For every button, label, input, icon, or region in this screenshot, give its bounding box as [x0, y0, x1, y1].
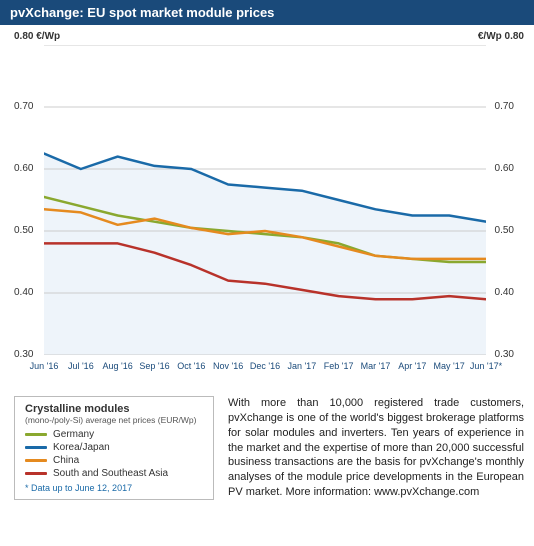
x-tick-label: Feb '17	[324, 361, 354, 371]
chart-container: pvXchange: EU spot market module prices …	[0, 0, 534, 546]
y-tick-left: 0.50	[14, 225, 33, 236]
y-tick-left: 0.60	[14, 163, 33, 174]
legend-label: Germany	[53, 429, 94, 440]
plot-region	[44, 45, 486, 355]
y-unit-left: 0.80 €/Wp	[14, 31, 60, 42]
legend-items: Germany Korea/Japan China South and Southea…	[25, 429, 203, 479]
legend-swatch	[25, 446, 47, 449]
legend-item: China	[25, 455, 203, 466]
legend-note: * Data up to June 12, 2017	[25, 483, 203, 493]
legend-label: China	[53, 455, 79, 466]
chart-area: 0.80 €/Wp €/Wp 0.80 0.30 0.30 0.40 0.40 0.50…	[0, 25, 534, 390]
legend-swatch	[25, 433, 47, 436]
legend-swatch	[25, 459, 47, 462]
legend-label: Korea/Japan	[53, 442, 110, 453]
legend-item: Germany	[25, 429, 203, 440]
x-tick-label: Jun '17*	[470, 361, 502, 371]
y-tick-right: 0.30	[495, 349, 514, 360]
legend-title: Crystalline modules	[25, 403, 203, 415]
x-tick-label: Jul '16	[68, 361, 94, 371]
x-tick-label: Oct '16	[177, 361, 205, 371]
y-tick-right: 0.70	[495, 101, 514, 112]
x-tick-label: Mar '17	[361, 361, 391, 371]
legend-item: South and Southeast Asia	[25, 468, 203, 479]
legend-label: South and Southeast Asia	[53, 468, 168, 479]
chart-svg	[44, 45, 486, 355]
x-tick-label: Nov '16	[213, 361, 243, 371]
legend-subtitle: (mono-/poly-Si) average net prices (EUR/…	[25, 415, 203, 425]
y-tick-right: 0.50	[495, 225, 514, 236]
legend-item: Korea/Japan	[25, 442, 203, 453]
x-tick-label: Dec '16	[250, 361, 280, 371]
x-tick-label: May '17	[434, 361, 465, 371]
y-unit-right: €/Wp 0.80	[478, 31, 524, 42]
y-tick-right: 0.40	[495, 287, 514, 298]
legend-swatch	[25, 472, 47, 475]
legend-description-row: Crystalline modules (mono-/poly-Si) aver…	[0, 390, 534, 510]
chart-title: pvXchange: EU spot market module prices	[0, 0, 534, 25]
y-tick-right: 0.60	[495, 163, 514, 174]
y-tick-left: 0.40	[14, 287, 33, 298]
y-tick-left: 0.70	[14, 101, 33, 112]
legend-box: Crystalline modules (mono-/poly-Si) aver…	[14, 396, 214, 500]
x-tick-label: Apr '17	[398, 361, 426, 371]
x-tick-label: Jun '16	[30, 361, 59, 371]
description-text: With more than 10,000 registered trade c…	[228, 396, 524, 500]
x-tick-label: Aug '16	[103, 361, 133, 371]
y-tick-left: 0.30	[14, 349, 33, 360]
x-tick-label: Sep '16	[139, 361, 169, 371]
x-tick-label: Jan '17	[287, 361, 316, 371]
